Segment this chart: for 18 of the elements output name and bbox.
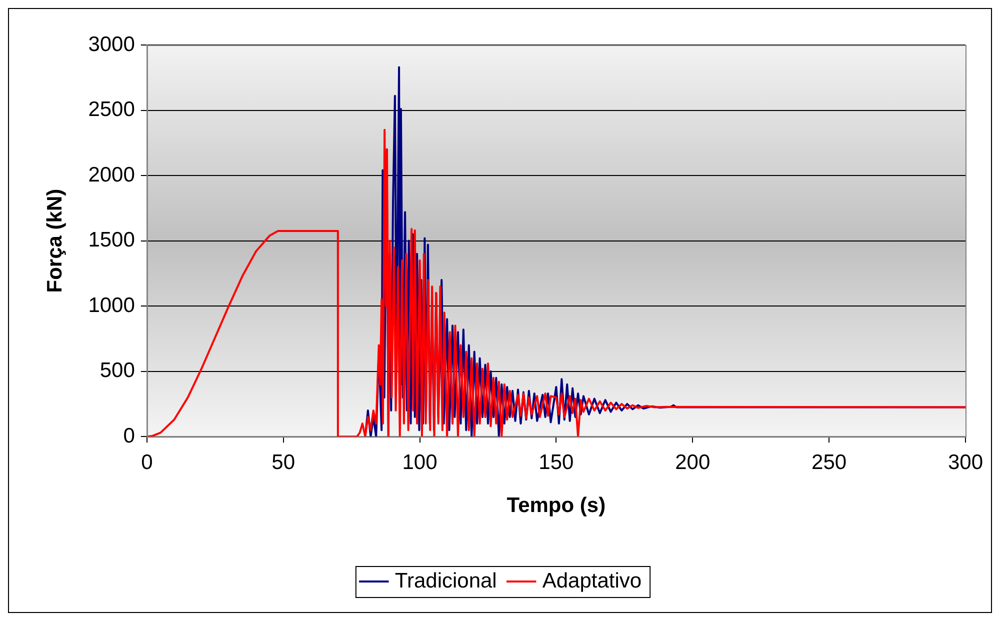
x-tick-label: 300 — [948, 450, 984, 474]
x-tick-label: 0 — [141, 450, 153, 474]
x-tick-label: 250 — [812, 450, 847, 474]
legend-label: Tradicional — [394, 569, 497, 592]
x-axis-title: Tempo (s) — [506, 494, 606, 518]
y-axis-title: Força (kN) — [43, 188, 66, 293]
y-tick-label: 500 — [100, 359, 135, 382]
x-tick-label: 50 — [272, 450, 296, 474]
x-tick-label: 100 — [402, 450, 438, 474]
legend-label: Adaptativo — [542, 569, 642, 592]
y-tick-label: 3000 — [88, 32, 135, 56]
y-tick-label: 1500 — [88, 228, 135, 252]
y-tick-label: 2000 — [88, 163, 135, 186]
x-tick-label: 150 — [538, 450, 574, 474]
y-tick-label: 0 — [123, 424, 135, 448]
y-tick-label: 2500 — [88, 98, 135, 122]
y-tick-label: 1000 — [88, 294, 135, 317]
x-tick-label: 200 — [675, 450, 710, 474]
